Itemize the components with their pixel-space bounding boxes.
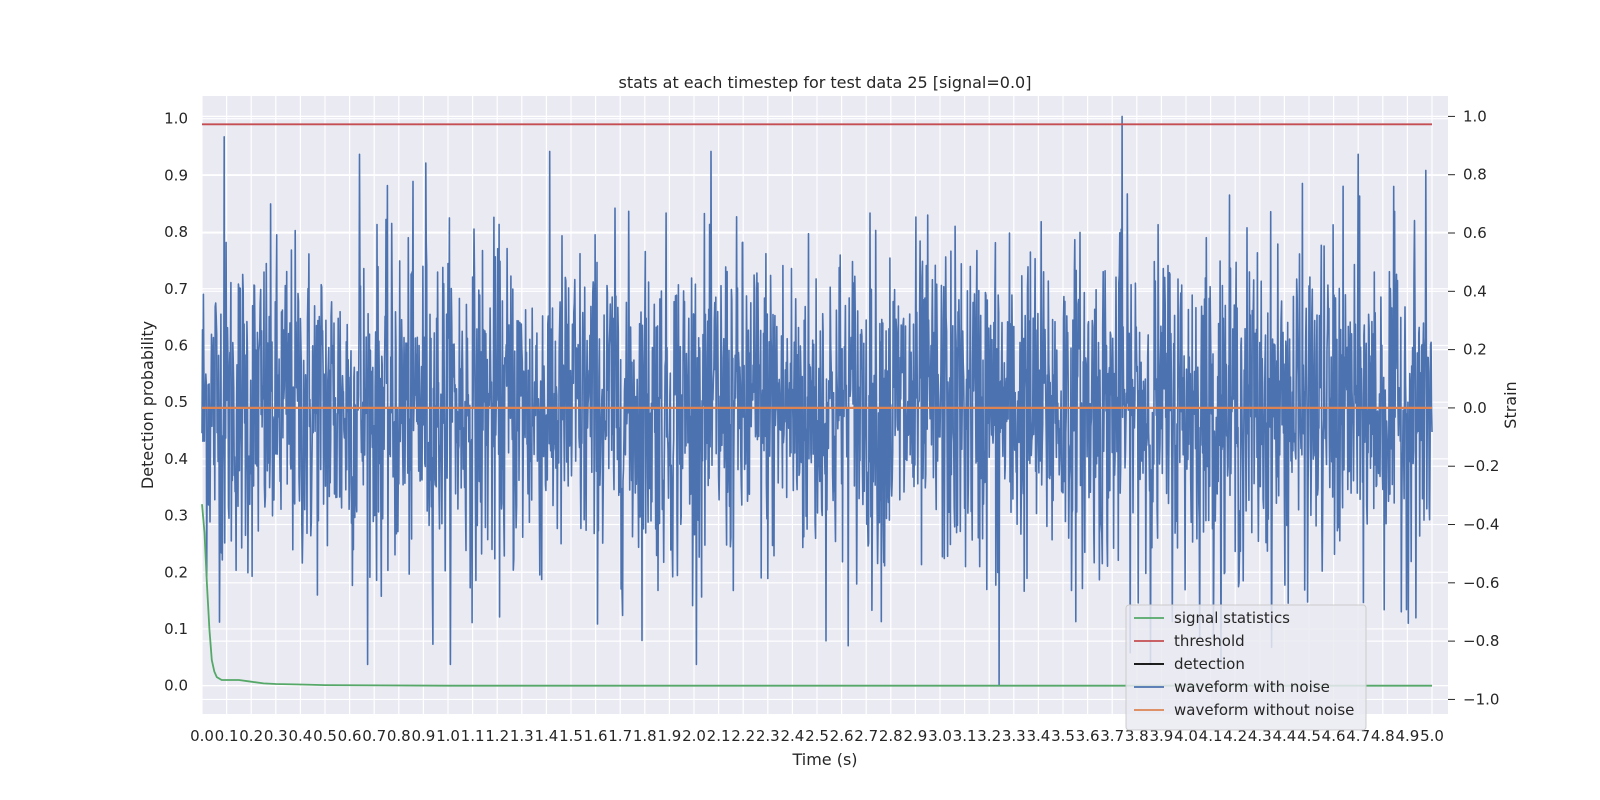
right-y-axis-ticks: −1.0 −0.8 −0.6 −0.4 −0.2 0.0 0.2 0.4 0.6 0.8 1.0 [1448, 107, 1499, 708]
x-tick-label: 2.3 [756, 727, 780, 745]
x-tick-label: 1.1 [461, 727, 485, 745]
y-tick-label: 0.1 [164, 620, 188, 638]
x-tick-label: 0.4 [288, 727, 312, 745]
x-tick-label: 0.2 [239, 727, 263, 745]
y-tick-label: 0.3 [164, 507, 188, 525]
x-tick-label: 4.1 [1199, 727, 1223, 745]
y-tick-label: 0.9 [164, 166, 188, 184]
right-y-tick-label: −0.2 [1463, 457, 1499, 475]
x-tick-label: 2.5 [805, 727, 829, 745]
x-tick-label: 0.7 [362, 727, 386, 745]
x-axis-label: Time (s) [791, 750, 857, 769]
y-tick-label: 0.0 [164, 677, 188, 695]
x-tick-label: 4.6 [1322, 727, 1346, 745]
x-tick-label: 0.6 [338, 727, 362, 745]
legend-label: detection [1174, 655, 1245, 673]
right-y-tick-label: 0.6 [1463, 224, 1487, 242]
right-y-tick-label: 0.8 [1463, 166, 1487, 184]
right-y-axis-label: Strain [1501, 381, 1520, 428]
y-axis-ticks: 0.0 0.1 0.2 0.3 0.4 0.5 0.6 0.7 0.8 0.9 1.0 [164, 110, 188, 695]
x-tick-label: 2.9 [903, 727, 927, 745]
x-tick-label: 0.9 [411, 727, 435, 745]
y-axis-label: Detection probability [138, 321, 157, 489]
x-tick-label: 3.3 [1002, 727, 1026, 745]
x-tick-label: 5.0 [1420, 727, 1444, 745]
x-tick-label: 2.1 [707, 727, 731, 745]
right-y-tick-label: −0.6 [1463, 574, 1499, 592]
legend-box [1125, 604, 1367, 731]
x-tick-label: 1.2 [485, 727, 509, 745]
x-tick-label: 3.4 [1026, 727, 1050, 745]
x-tick-label: 2.6 [830, 727, 854, 745]
x-tick-label: 2.7 [854, 727, 878, 745]
x-tick-label: 1.6 [584, 727, 608, 745]
legend-label: threshold [1174, 632, 1245, 650]
x-tick-label: 3.6 [1076, 727, 1100, 745]
x-tick-label: 0.5 [313, 727, 337, 745]
legend-label: waveform without noise [1174, 701, 1354, 719]
x-tick-label: 1.8 [633, 727, 657, 745]
y-tick-label: 0.8 [164, 223, 188, 241]
x-tick-label: 4.3 [1248, 727, 1272, 745]
x-tick-label: 4.5 [1297, 727, 1321, 745]
x-tick-label: 1.4 [534, 727, 558, 745]
x-tick-label: 1.7 [608, 727, 632, 745]
right-y-tick-label: −0.8 [1463, 632, 1499, 650]
right-y-tick-label: −1.0 [1463, 690, 1499, 708]
y-tick-label: 0.6 [164, 336, 188, 354]
x-tick-label: 3.0 [928, 727, 952, 745]
legend-label: waveform with noise [1174, 678, 1330, 696]
right-y-tick-label: 0.2 [1463, 341, 1487, 359]
x-tick-label: 4.9 [1395, 727, 1419, 745]
x-tick-label: 2.0 [682, 727, 706, 745]
y-tick-label: 0.2 [164, 563, 188, 581]
x-tick-label: 3.1 [953, 727, 977, 745]
signal-statistics-line [201, 504, 1432, 687]
x-tick-label: 0.0 [190, 727, 214, 745]
x-tick-label: 0.3 [264, 727, 288, 745]
right-y-tick-label: −0.4 [1463, 516, 1499, 534]
y-tick-label: 0.4 [164, 450, 188, 468]
x-tick-label: 4.4 [1272, 727, 1296, 745]
x-tick-label: 3.5 [1051, 727, 1075, 745]
legend-label: signal statistics [1174, 609, 1290, 627]
right-y-tick-label: 1.0 [1463, 107, 1487, 125]
x-axis-ticks: 0.0 0.1 0.2 0.3 0.4 0.5 0.6 0.7 0.8 0.9 1.0 1.1 1.2 1… [190, 727, 1444, 745]
x-tick-label: 3.9 [1149, 727, 1173, 745]
x-tick-label: 4.2 [1223, 727, 1247, 745]
x-tick-label: 1.3 [510, 727, 534, 745]
x-tick-label: 3.8 [1125, 727, 1149, 745]
x-tick-label: 1.5 [559, 727, 583, 745]
y-tick-label: 0.5 [164, 393, 188, 411]
series-group [201, 123, 1432, 687]
x-tick-label: 4.7 [1346, 727, 1370, 745]
legend: signal statistics threshold detection wavef… [1125, 604, 1367, 731]
x-tick-label: 4.0 [1174, 727, 1198, 745]
x-tick-label: 0.1 [215, 727, 239, 745]
y-tick-label: 0.7 [164, 280, 188, 298]
x-tick-label: 1.0 [436, 727, 460, 745]
x-tick-label: 2.4 [780, 727, 804, 745]
chart-title: stats at each timestep for test data 25 … [619, 73, 1032, 92]
x-tick-label: 2.2 [731, 727, 755, 745]
x-tick-label: 1.9 [657, 727, 681, 745]
x-tick-label: 3.2 [977, 727, 1001, 745]
x-tick-label: 2.8 [879, 727, 903, 745]
y-tick-label: 1.0 [164, 110, 188, 128]
x-tick-label: 0.8 [387, 727, 411, 745]
waveform-with-noise-series [201, 115, 1433, 686]
x-tick-label: 3.7 [1100, 727, 1124, 745]
right-y-tick-label: 0.0 [1463, 399, 1487, 417]
right-y-tick-label: 0.4 [1463, 282, 1487, 300]
waveform-with-noise-line [201, 115, 1433, 686]
x-tick-label: 4.8 [1371, 727, 1395, 745]
